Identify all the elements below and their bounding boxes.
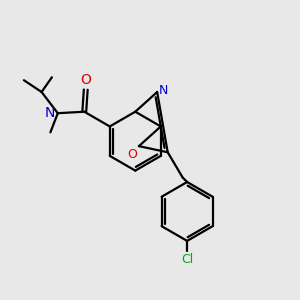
Text: O: O [80,73,91,87]
Text: N: N [45,106,56,120]
Text: Cl: Cl [181,253,193,266]
Text: N: N [159,84,169,97]
Text: O: O [128,148,137,160]
